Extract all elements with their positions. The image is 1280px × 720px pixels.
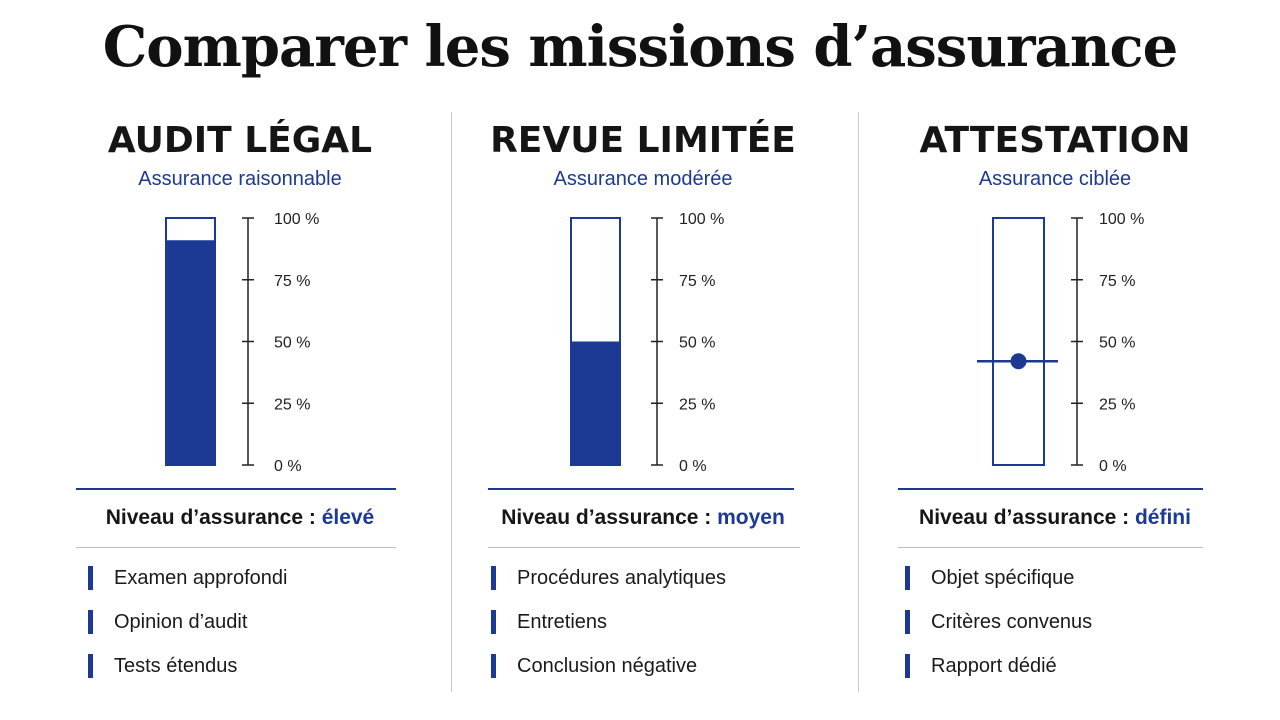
panel-title: REVUE LIMITÉE xyxy=(490,120,796,161)
bullet-bar xyxy=(88,654,93,678)
level-label: Niveau d’assurance : xyxy=(501,506,712,529)
panel-audit-legal: AUDIT LÉGAL Assurance raisonnable 100 % 7… xyxy=(70,112,410,702)
bullet-bar xyxy=(905,566,910,590)
panel-subtitle: Assurance ciblée xyxy=(978,168,1132,190)
scale-tick-label: 75 % xyxy=(274,273,310,290)
bullet-bar xyxy=(491,654,496,678)
assurance-gauge: 100 % 75 % 50 % 25 % 0 % xyxy=(977,211,1144,475)
panel-subtitle: Assurance raisonnable xyxy=(138,168,342,190)
level-value: élevé xyxy=(321,506,375,529)
scale-tick-label: 75 % xyxy=(679,273,715,290)
list-item: Procédures analytiques xyxy=(491,562,726,606)
section-rule-light xyxy=(488,547,800,548)
bullet-bar xyxy=(88,610,93,634)
assurance-level: Niveau d’assurance : moyen xyxy=(473,506,813,530)
column-divider-1 xyxy=(451,112,452,692)
scale-tick-label: 50 % xyxy=(679,335,715,352)
gauge-fill-bar xyxy=(571,341,620,465)
assurance-gauge: 100 % 75 % 50 % 25 % 0 % xyxy=(570,211,724,475)
scale-tick-label: 100 % xyxy=(274,211,319,228)
level-value: moyen xyxy=(717,506,785,529)
feature-list: Procédures analytiques Entretiens Conclu… xyxy=(491,562,726,694)
bullet-bar xyxy=(491,610,496,634)
section-rule-light xyxy=(898,547,1203,548)
panel-title: ATTESTATION xyxy=(919,120,1191,161)
list-item: Entretiens xyxy=(491,606,726,650)
assurance-gauge: 100 % 75 % 50 % 25 % 0 % xyxy=(165,211,319,475)
scale-tick-label: 100 % xyxy=(679,211,724,228)
panel-attestation: ATTESTATION Assurance ciblée 100 % 75 % 50… xyxy=(885,112,1225,702)
page-title: Comparer les missions d’assurance xyxy=(102,14,1179,80)
feature-list: Objet spécifique Critères convenus Rappo… xyxy=(905,562,1092,694)
level-label: Niveau d’assurance : xyxy=(105,506,316,529)
list-item: Objet spécifique xyxy=(905,562,1092,606)
list-item: Rapport dédié xyxy=(905,650,1092,694)
bullet-bar xyxy=(88,566,93,590)
assurance-level: Niveau d’assurance : défini xyxy=(885,506,1225,530)
section-rule xyxy=(76,488,396,490)
section-rule xyxy=(488,488,794,490)
scale-tick-label: 75 % xyxy=(1099,273,1135,290)
section-rule-light xyxy=(76,547,396,548)
gauge-fill-bar xyxy=(166,240,215,465)
assurance-level: Niveau d’assurance : élevé xyxy=(70,506,410,530)
section-rule xyxy=(898,488,1203,490)
feature-list: Examen approfondi Opinion d’audit Tests … xyxy=(88,562,287,694)
list-item: Examen approfondi xyxy=(88,562,287,606)
scale-tick-label: 50 % xyxy=(274,335,310,352)
scale-tick-label: 25 % xyxy=(274,396,310,413)
scale-tick-label: 25 % xyxy=(679,396,715,413)
list-item: Conclusion négative xyxy=(491,650,726,694)
panel-title: AUDIT LÉGAL xyxy=(107,120,373,161)
scale-tick-label: 0 % xyxy=(1099,458,1127,475)
bullet-bar xyxy=(905,610,910,634)
target-point xyxy=(1010,353,1027,370)
list-item: Critères convenus xyxy=(905,606,1092,650)
list-item: Tests étendus xyxy=(88,650,287,694)
list-item: Opinion d’audit xyxy=(88,606,287,650)
level-value: défini xyxy=(1134,506,1191,529)
column-divider-2 xyxy=(858,112,859,692)
scale-tick-label: 0 % xyxy=(274,458,302,475)
scale-tick-label: 50 % xyxy=(1099,335,1135,352)
panel-revue-limitee: REVUE LIMITÉE Assurance modérée 100 % 75 … xyxy=(473,112,813,702)
scale-tick-label: 25 % xyxy=(1099,396,1135,413)
bullet-bar xyxy=(491,566,496,590)
bullet-bar xyxy=(905,654,910,678)
level-label: Niveau d’assurance : xyxy=(919,506,1130,529)
panel-subtitle: Assurance modérée xyxy=(553,168,733,190)
scale-tick-label: 0 % xyxy=(679,458,707,475)
scale-tick-label: 100 % xyxy=(1099,211,1144,228)
gauge-frame xyxy=(992,217,1045,466)
